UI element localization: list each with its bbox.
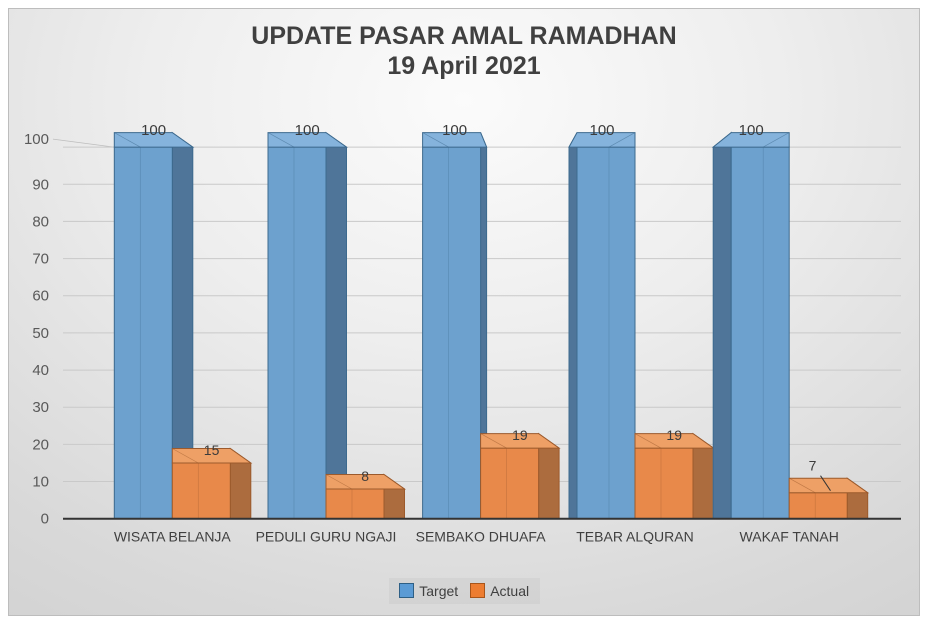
svg-text:100: 100 — [24, 131, 49, 148]
svg-text:19: 19 — [666, 427, 682, 443]
svg-text:100: 100 — [589, 122, 614, 139]
svg-text:TEBAR ALQURAN: TEBAR ALQURAN — [576, 529, 693, 545]
svg-text:30: 30 — [32, 399, 49, 416]
svg-text:SEMBAKO DHUAFA: SEMBAKO DHUAFA — [416, 529, 547, 545]
svg-text:10: 10 — [32, 474, 49, 491]
svg-text:WISATA BELANJA: WISATA BELANJA — [114, 529, 232, 545]
svg-text:PEDULI GURU NGAJI: PEDULI GURU NGAJI — [256, 529, 397, 545]
svg-text:100: 100 — [141, 122, 166, 139]
svg-text:60: 60 — [32, 288, 49, 305]
svg-text:100: 100 — [442, 122, 467, 139]
svg-text:100: 100 — [295, 122, 320, 139]
svg-text:100: 100 — [739, 122, 764, 139]
svg-text:90: 90 — [32, 176, 49, 193]
svg-text:15: 15 — [204, 442, 220, 458]
svg-text:20: 20 — [32, 436, 49, 453]
svg-text:8: 8 — [361, 468, 369, 484]
svg-text:50: 50 — [32, 325, 49, 342]
svg-text:7: 7 — [809, 458, 817, 474]
svg-text:70: 70 — [32, 251, 49, 268]
svg-text:19: 19 — [512, 427, 528, 443]
svg-text:80: 80 — [32, 213, 49, 230]
svg-text:0: 0 — [41, 511, 49, 528]
svg-text:40: 40 — [32, 362, 49, 379]
svg-text:WAKAF TANAH: WAKAF TANAH — [740, 529, 839, 545]
